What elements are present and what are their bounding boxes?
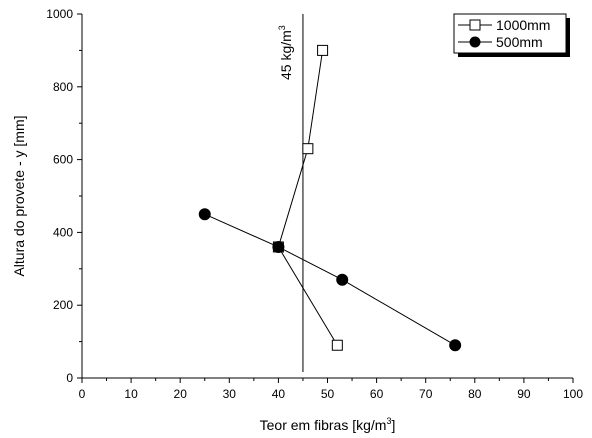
x-tick-label: 90 (517, 387, 531, 401)
y-axis-label: Altura do provete - y [mm] (11, 115, 27, 276)
x-tick-label: 80 (468, 387, 482, 401)
legend-label-1000mm: 1000mm (496, 17, 550, 33)
x-tick-label: 100 (563, 387, 583, 401)
x-tick-label: 60 (370, 387, 384, 401)
legend-marker-1000mm (469, 19, 481, 31)
x-axis-label-end: ] (391, 417, 395, 433)
data-point-500mm (272, 240, 285, 253)
x-tick-label: 70 (419, 387, 433, 401)
x-axis-label-text: Teor em fibras [kg/m (260, 417, 387, 433)
y-tick-label: 800 (53, 80, 73, 94)
data-point-1000mm (302, 143, 314, 155)
series-line-1000mm (277, 50, 338, 346)
x-tick-label: 30 (223, 387, 237, 401)
y-tick-label: 0 (66, 371, 73, 385)
y-tick-label: 400 (53, 225, 73, 239)
y-tick-label: 200 (53, 298, 73, 312)
x-axis-label: Teor em fibras [kg/m3] (260, 416, 396, 433)
data-point-1000mm (331, 339, 343, 351)
data-point-500mm (198, 208, 211, 221)
data-point-1000mm (317, 44, 329, 56)
data-point-500mm (336, 273, 349, 286)
y-tick-label: 1000 (46, 7, 73, 21)
x-tick-label: 50 (321, 387, 335, 401)
reference-line-label-sup: 3 (277, 25, 287, 30)
x-tick-label: 40 (272, 387, 286, 401)
x-axis-label-sup: 3 (386, 416, 391, 426)
data-point-500mm (449, 339, 462, 352)
x-tick-label: 10 (124, 387, 138, 401)
x-tick-label: 20 (174, 387, 188, 401)
legend-label-500mm: 500mm (496, 34, 543, 50)
x-tick-label: 0 (79, 387, 86, 401)
series-line-500mm (204, 213, 456, 346)
reference-line-label-text: 45 kg/m (278, 30, 294, 80)
legend-marker-500mm (469, 36, 481, 48)
y-tick-label: 600 (53, 153, 73, 167)
reference-line-label: 45 kg/m3 (277, 25, 294, 80)
